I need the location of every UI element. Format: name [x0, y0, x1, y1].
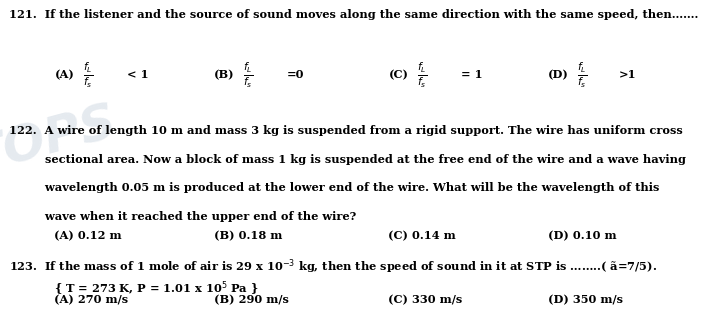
Text: = 1: = 1 — [461, 69, 483, 80]
Text: (C): (C) — [388, 69, 409, 80]
Text: TOPS: TOPS — [0, 98, 122, 183]
Text: wavelength 0.05 m is produced at the lower end of the wire. What will be the wav: wavelength 0.05 m is produced at the low… — [9, 182, 659, 193]
Text: $\frac{f_L}{f_s}$: $\frac{f_L}{f_s}$ — [83, 60, 94, 90]
Text: (A) 0.12 m: (A) 0.12 m — [54, 230, 122, 241]
Text: (C) 0.14 m: (C) 0.14 m — [388, 230, 456, 241]
Text: $\frac{f_L}{f_s}$: $\frac{f_L}{f_s}$ — [417, 60, 428, 90]
Text: 122.  A wire of length 10 m and mass 3 kg is suspended from a rigid support. The: 122. A wire of length 10 m and mass 3 kg… — [9, 125, 682, 136]
Text: =0: =0 — [287, 69, 304, 80]
Text: (A) 270 m/s: (A) 270 m/s — [54, 294, 129, 305]
Text: (B): (B) — [214, 69, 234, 80]
Text: $\frac{f_L}{f_s}$: $\frac{f_L}{f_s}$ — [577, 60, 587, 90]
Text: 123.  If the mass of 1 mole of air is 29 x 10$^{-3}$ kg, then the speed of sound: 123. If the mass of 1 mole of air is 29 … — [9, 257, 657, 276]
Text: (D) 350 m/s: (D) 350 m/s — [548, 294, 623, 305]
Text: $\frac{f_L}{f_s}$: $\frac{f_L}{f_s}$ — [243, 60, 253, 90]
Text: (C) 330 m/s: (C) 330 m/s — [388, 294, 462, 305]
Text: 121.  If the listener and the source of sound moves along the same direction wit: 121. If the listener and the source of s… — [9, 9, 698, 20]
Text: (A): (A) — [54, 69, 74, 80]
Text: (B) 0.18 m: (B) 0.18 m — [214, 230, 282, 241]
Text: { T = 273 K, P = 1.01 x 10$^{5}$ Pa }: { T = 273 K, P = 1.01 x 10$^{5}$ Pa } — [54, 279, 259, 298]
Text: < 1: < 1 — [127, 69, 149, 80]
Text: (B) 290 m/s: (B) 290 m/s — [214, 294, 289, 305]
Text: (D): (D) — [548, 69, 569, 80]
Text: wave when it reached the upper end of the wire?: wave when it reached the upper end of th… — [9, 211, 356, 222]
Text: >1: >1 — [619, 69, 636, 80]
Text: (D) 0.10 m: (D) 0.10 m — [548, 230, 617, 241]
Text: sectional area. Now a block of mass 1 kg is suspended at the free end of the wir: sectional area. Now a block of mass 1 kg… — [9, 154, 686, 164]
